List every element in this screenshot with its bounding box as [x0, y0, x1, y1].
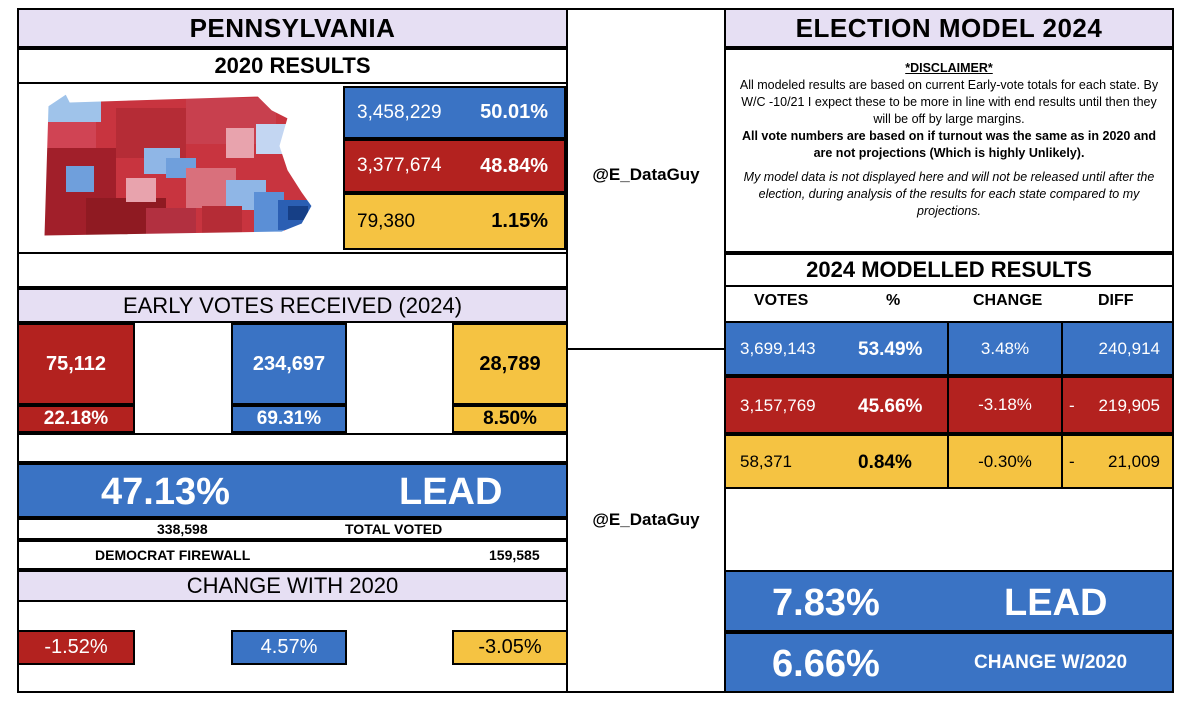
results-2020-title: 2020 RESULTS: [17, 48, 568, 84]
disclaimer-text-1: All modeled results are based on current…: [739, 78, 1159, 126]
early-dem-pct: 69.31%: [231, 405, 347, 433]
early-dem-votes: 234,697: [231, 323, 347, 405]
modelled-other-diff-sign: -: [1069, 452, 1075, 471]
results-2020-divider: [17, 252, 568, 288]
pennsylvania-county-map: [26, 88, 326, 248]
firewall-value: 159,585: [489, 547, 540, 563]
disclaimer-text-2: All vote numbers are based on if turnout…: [741, 129, 1156, 160]
disclaimer-box: *DISCLAIMER* All modeled results are bas…: [724, 48, 1174, 253]
results-2020-other-row: 79,380 1.15%: [343, 193, 566, 250]
model-change-label: CHANGE W/2020: [974, 652, 1128, 673]
early-votes-title: EARLY VOTES RECEIVED (2024): [17, 288, 568, 323]
modelled-other-diff: 21,009: [1108, 452, 1160, 471]
modelled-dem-diff: 240,914: [1098, 339, 1160, 358]
results-2020-other-votes: 79,380: [357, 210, 416, 232]
change-dem: 4.57%: [231, 630, 347, 665]
results-2020-dem-votes: 3,458,229: [357, 101, 442, 123]
col-change-header: CHANGE: [973, 292, 1043, 309]
handle-bottom: @E_DataGuy: [592, 510, 700, 529]
results-2020-rep-pct: 48.84%: [480, 154, 548, 177]
modelled-rep-pct: 45.66%: [858, 396, 923, 417]
modelled-rep-change: -3.18%: [947, 376, 1063, 434]
model-change-pct: 6.66%: [772, 643, 880, 685]
model-lead-label: LEAD: [1004, 582, 1108, 624]
model-title: ELECTION MODEL 2024: [724, 8, 1174, 48]
modelled-row-other: 58,371 0.84%: [724, 434, 949, 489]
early-other-pct: 8.50%: [452, 405, 568, 433]
early-other-votes: 28,789: [452, 323, 568, 405]
results-2020-rep-votes: 3,377,674: [357, 155, 442, 176]
modelled-dem-change: 3.48%: [947, 321, 1063, 376]
early-gap-row: [17, 433, 568, 463]
total-voted-row: 338,598 TOTAL VOTED: [17, 518, 568, 540]
modelled-other-votes: 58,371: [740, 452, 792, 471]
firewall-row: DEMOCRAT FIREWALL 159,585: [17, 540, 568, 570]
modelled-dem-diff-cell: 240,914: [1061, 321, 1174, 376]
total-voted-value: 338,598: [157, 521, 208, 537]
early-lead-pct: 47.13%: [101, 471, 230, 513]
results-2020-dem-pct: 50.01%: [480, 101, 548, 123]
total-voted-label: TOTAL VOTED: [345, 521, 443, 537]
results-2020-dem-row: 3,458,229 50.01%: [343, 86, 566, 139]
modelled-row-rep: 3,157,769 45.66%: [724, 376, 949, 434]
state-title: PENNSYLVANIA: [17, 8, 568, 48]
modelled-rep-diff-sign: -: [1069, 396, 1075, 415]
col-votes-header: VOTES: [754, 292, 809, 309]
results-2020-other-pct: 1.15%: [491, 210, 548, 232]
early-lead-label: LEAD: [399, 471, 503, 513]
modelled-title: 2024 MODELLED RESULTS: [724, 253, 1174, 287]
modelled-dem-votes: 3,699,143: [740, 339, 816, 358]
results-2020-rep-row: 3,377,674 48.84%: [343, 139, 566, 193]
handle-top: @E_DataGuy: [592, 165, 700, 184]
modelled-rep-diff-cell: - 219,905: [1061, 376, 1174, 434]
change-other: -3.05%: [452, 630, 568, 665]
change-rep: -1.52%: [17, 630, 135, 665]
change-2020-title: CHANGE WITH 2020: [17, 570, 568, 602]
model-lead-pct: 7.83%: [772, 582, 880, 624]
early-rep-pct: 22.18%: [17, 405, 135, 433]
modelled-rep-diff: 219,905: [1098, 396, 1160, 415]
col-diff-header: DIFF: [1098, 292, 1134, 309]
model-change-bar: 6.66% CHANGE W/2020: [724, 632, 1174, 693]
modelled-other-diff-cell: - 21,009: [1061, 434, 1174, 489]
firewall-label: DEMOCRAT FIREWALL: [95, 547, 251, 563]
disclaimer-text-3: My model data is not displayed here and …: [743, 170, 1155, 218]
modelled-other-pct: 0.84%: [858, 452, 912, 473]
modelled-other-change: -0.30%: [947, 434, 1063, 489]
modelled-row-dem: 3,699,143 53.49%: [724, 321, 949, 376]
early-lead-bar: 47.13% LEAD: [17, 463, 568, 518]
modelled-rep-votes: 3,157,769: [740, 396, 816, 415]
early-rep-votes: 75,112: [17, 323, 135, 405]
model-lead-bar: 7.83% LEAD: [724, 570, 1174, 632]
disclaimer-title: *DISCLAIMER*: [905, 61, 993, 75]
modelled-dem-pct: 53.49%: [858, 339, 923, 360]
col-pct-header: %: [886, 292, 901, 309]
